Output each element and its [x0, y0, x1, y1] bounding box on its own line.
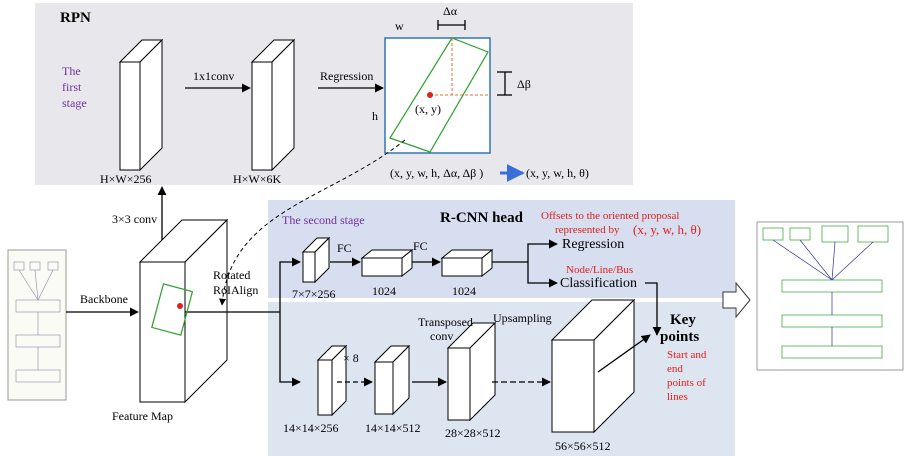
backbone-label: Backbone [80, 292, 128, 306]
stage-label: stage [62, 96, 87, 110]
keypoint-note: points of [667, 377, 706, 389]
dim-label: 1024 [372, 284, 396, 298]
regression-label: Regression [562, 237, 624, 252]
fc-label: FC [413, 239, 428, 253]
dim-label: H×W×256 [100, 172, 152, 186]
dim-label: 7×7×256 [292, 287, 336, 301]
regression-label: Regression [320, 69, 373, 83]
roi-label: RoIAlign [213, 283, 258, 297]
tensor-face [362, 258, 402, 276]
dim-label: 1024 [452, 284, 476, 298]
stage-label: The second stage [282, 213, 365, 227]
conv-label: 1x1conv [193, 69, 234, 83]
feature-map-label: Feature Map [112, 409, 173, 423]
rpn-title: RPN [60, 10, 91, 26]
fc-label: FC [337, 241, 352, 255]
tensor-face [272, 40, 294, 170]
dim-label: 14×14×512 [365, 421, 421, 435]
tensor-face [448, 348, 470, 420]
box-h: h [372, 109, 378, 123]
box-center: (x, y) [415, 102, 441, 116]
tensor-face [303, 252, 315, 282]
diagram: RPN The first stage 1x1conv Regression H… [0, 0, 910, 456]
center-point [427, 92, 433, 98]
rcnn-title: R-CNN head [440, 210, 524, 226]
classification-label: Classification [560, 276, 637, 291]
keypoint-note: Start and [667, 349, 707, 361]
stage-label: The [62, 64, 81, 78]
delta-alpha: Δα [443, 4, 458, 18]
input-image [8, 250, 66, 400]
offsets-note: represented by [555, 224, 620, 236]
tensor-face [252, 62, 272, 170]
transposed-label: conv [430, 329, 453, 343]
tensor-face [140, 262, 185, 402]
offsets-note: Offsets to the oriented proposal [541, 210, 680, 222]
box-w: w [395, 19, 404, 33]
params: (x, y, w, h, Δα, Δβ ) [390, 166, 483, 180]
roi-label: Rotated [213, 268, 250, 282]
tensor-face [140, 40, 162, 170]
output: (x, y, w, h, θ) [526, 166, 589, 180]
roi-point [177, 303, 183, 309]
offsets-params: (x, y, w, h, θ) [633, 222, 701, 237]
tensor-face [552, 340, 594, 432]
conv-label: 3×3 conv [112, 212, 157, 226]
repeat-label: × 8 [343, 351, 359, 365]
tensor-face [120, 62, 140, 170]
keypoint-title: Key [670, 312, 696, 328]
dim-label: H×W×6K [233, 172, 282, 186]
delta-beta: Δβ [517, 77, 531, 91]
upsampling-label: Upsampling [493, 311, 552, 325]
keypoint-note: end [667, 363, 683, 375]
tensor-face [318, 360, 332, 415]
stage-label: first [62, 80, 82, 94]
dim-label: 14×14×256 [283, 421, 339, 435]
keypoint-note: lines [667, 391, 688, 403]
tensor-face [442, 258, 482, 276]
dim-label: 56×56×512 [555, 439, 611, 453]
keypoint-title: points [660, 329, 699, 345]
transposed-label: Transposed [418, 315, 473, 329]
tensor-face [375, 362, 393, 414]
dim-label: 28×28×512 [445, 426, 501, 440]
classes-label: Node/Line/Bus [566, 264, 633, 276]
